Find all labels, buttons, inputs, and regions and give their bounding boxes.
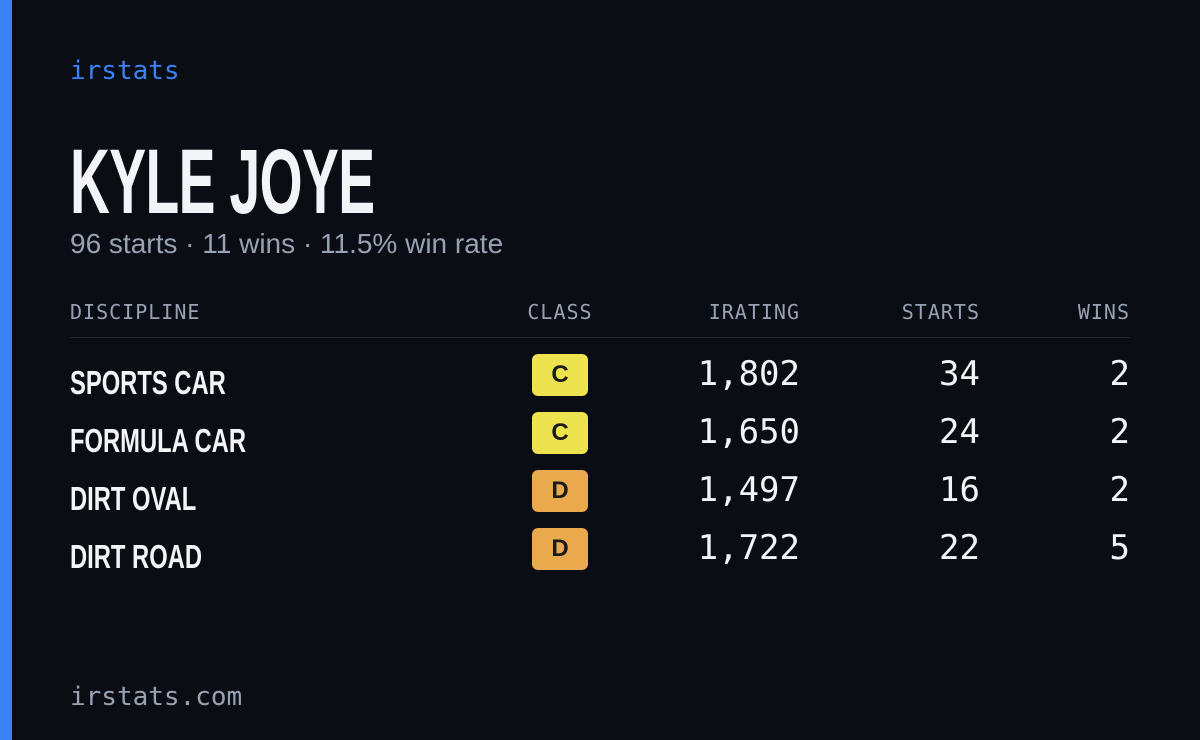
discipline: FORMULA CAR [70,422,246,459]
accent-bar [0,0,12,740]
column-header: IRATING [708,300,800,324]
footer: irstats.com [70,682,243,712]
stat-value: 1,650 [697,412,800,452]
discipline: DIRT OVAL [70,480,197,517]
class-badge: D [532,528,588,570]
stat-value: 5 [1109,528,1130,568]
stat-value: 1,722 [697,528,800,568]
discipline: SPORTS CAR [70,364,226,401]
header-rule [70,337,1130,338]
summary: 96 starts · 11 wins · 11.5% win rate [70,228,504,259]
discipline: DIRT ROAD [70,538,202,575]
stat-value: 1,497 [697,470,800,510]
class-badge: D [532,470,588,512]
column-header: WINS [1077,300,1130,324]
column-header: DISCIPLINE [70,300,201,324]
column-header: CLASS [527,300,593,324]
stat-value: 16 [939,470,980,510]
stat-value: 24 [939,412,980,452]
stat-value: 34 [939,354,980,394]
stat-value: 2 [1109,354,1130,394]
class-badge: C [532,354,588,396]
stat-value: 1,802 [697,354,800,394]
brand: irstats [70,56,180,86]
stat-value: 2 [1109,412,1130,452]
stat-value: 2 [1109,470,1130,510]
column-header: STARTS [901,300,980,324]
stat-value: 22 [939,528,980,568]
driver-name: KYLE JOYE [70,131,375,233]
class-badge: C [532,412,588,454]
